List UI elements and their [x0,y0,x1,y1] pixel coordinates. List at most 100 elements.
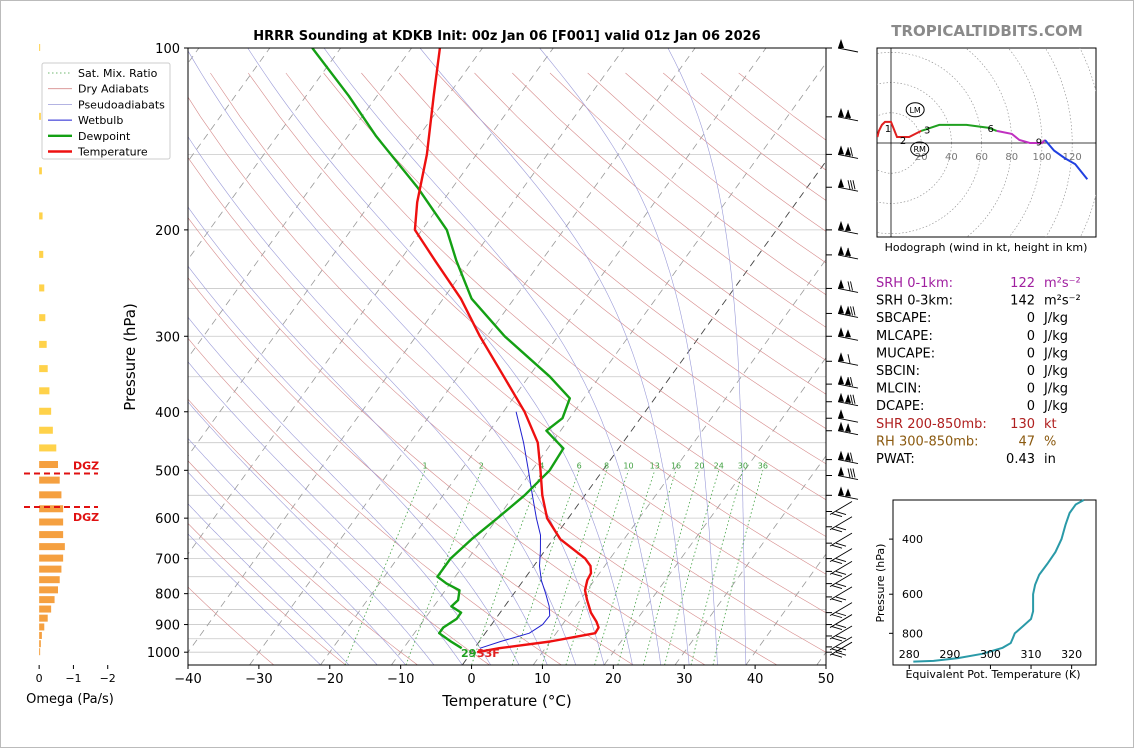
omega-bar [39,615,48,622]
legend-label: Sat. Mix. Ratio [78,67,158,80]
surface-temp-label: 33F [477,647,500,660]
index-unit: J/kg [1043,364,1068,379]
mixing-ratio-label: 6 [577,461,582,470]
x-tick-label: 40 [747,672,764,687]
index-value: 142 [1010,294,1035,309]
index-value: 0 [1027,382,1035,397]
thetae-y-tick-label: 600 [902,588,923,601]
mixing-ratio-label: 30 [738,461,748,470]
thetae-y-tick-label: 400 [902,533,923,546]
omega-bar [39,596,54,603]
index-label: SRH 0-1km: [876,276,953,291]
index-unit: J/kg [1043,329,1068,344]
index-label: MUCAPE: [876,346,935,361]
mixing-ratio-label: 13 [650,461,660,470]
surface-dewpoint-label: 29 [461,647,476,660]
index-label: SRH 0-3km: [876,294,953,309]
index-value: 0 [1027,364,1035,379]
legend-label: Pseudoadiabats [78,98,165,111]
x-tick-label: −10 [387,672,414,687]
mixing-ratio-label: 20 [694,461,704,470]
x-tick-label: −30 [245,672,272,687]
y-tick-label: 1000 [147,646,180,661]
y-tick-label: 800 [155,588,180,603]
omega-bar [39,408,51,415]
omega-bar [39,387,49,394]
mixing-ratio-label: 1 [422,461,427,470]
omega-bar [39,314,45,321]
omega-bar [39,44,40,51]
mixing-ratio-label: 10 [623,461,633,470]
skewt-xlabel: Temperature (°C) [441,692,571,710]
x-tick-label: 30 [676,672,693,687]
omega-bar [39,518,63,525]
omega-bar [39,284,44,291]
index-value: 47 [1018,434,1035,449]
y-tick-label: 700 [155,553,180,568]
index-label: MLCIN: [876,382,921,397]
dgz-label: DGZ [73,511,99,524]
omega-bar [39,212,42,219]
watermark: TROPICALTIDBITS.COM [891,22,1083,40]
y-tick-label: 600 [155,512,180,527]
hodograph-frame [877,48,1096,237]
thetae-x-tick-label: 300 [980,648,1001,661]
omega-bar [39,341,47,348]
omega-tick-label: −2 [100,672,116,685]
x-tick-label: 50 [818,672,835,687]
x-tick-label: 0 [467,672,475,687]
hodograph-tick-label: 100 [1032,152,1051,163]
omega-bar [39,640,41,647]
hodograph-height-label: 6 [987,124,993,135]
y-tick-label: 100 [155,42,180,57]
omega-bar [39,531,63,538]
mixing-ratio-label: 8 [604,461,609,470]
omega-tick-label: −1 [65,672,81,685]
y-tick-label: 200 [155,224,180,239]
omega-bar [39,427,53,434]
omega-bar [39,543,65,550]
hodograph-height-label: 3 [924,125,930,136]
hodograph-tick-label: 80 [1005,152,1018,163]
index-unit: J/kg [1043,382,1068,397]
omega-bar [39,477,60,484]
index-value: 0.43 [1006,452,1035,467]
index-label: SBCIN: [876,364,920,379]
index-value: 130 [1010,417,1035,432]
omega-bar [39,632,42,639]
legend-label: Dewpoint [78,130,131,143]
x-tick-label: −20 [316,672,343,687]
y-tick-label: 500 [155,464,180,479]
omega-bar [39,555,63,562]
index-unit: in [1044,452,1056,467]
hodograph-tick-label: 60 [975,152,988,163]
x-tick-label: 10 [534,672,551,687]
skewt-ylabel: Pressure (hPa) [121,303,139,411]
storm-motion-label: LM [909,106,920,115]
legend-label: Wetbulb [78,114,123,127]
y-tick-label: 300 [155,330,180,345]
legend-label: Temperature [77,146,148,159]
omega-bar [39,566,61,573]
index-value: 0 [1027,399,1035,414]
omega-bar [39,444,56,451]
y-tick-label: 900 [155,619,180,634]
index-value: 122 [1010,276,1035,291]
omega-bar [39,461,58,468]
index-value: 0 [1027,346,1035,361]
omega-bar [39,648,40,655]
hodograph-height-label: 1 [885,124,891,135]
index-label: MLCAPE: [876,329,933,344]
omega-xlabel: Omega (Pa/s) [26,692,114,707]
omega-bar [39,586,58,593]
hodograph-tick-label: 40 [945,152,958,163]
mixing-ratio-label: 36 [758,461,768,470]
thetae-y-tick-label: 800 [902,627,923,640]
omega-bar [39,113,41,120]
hodograph-height-label: 9 [1036,137,1042,148]
mixing-ratio-label: 16 [671,461,681,470]
index-unit: m²s⁻² [1044,294,1081,309]
x-tick-label: −40 [174,672,201,687]
